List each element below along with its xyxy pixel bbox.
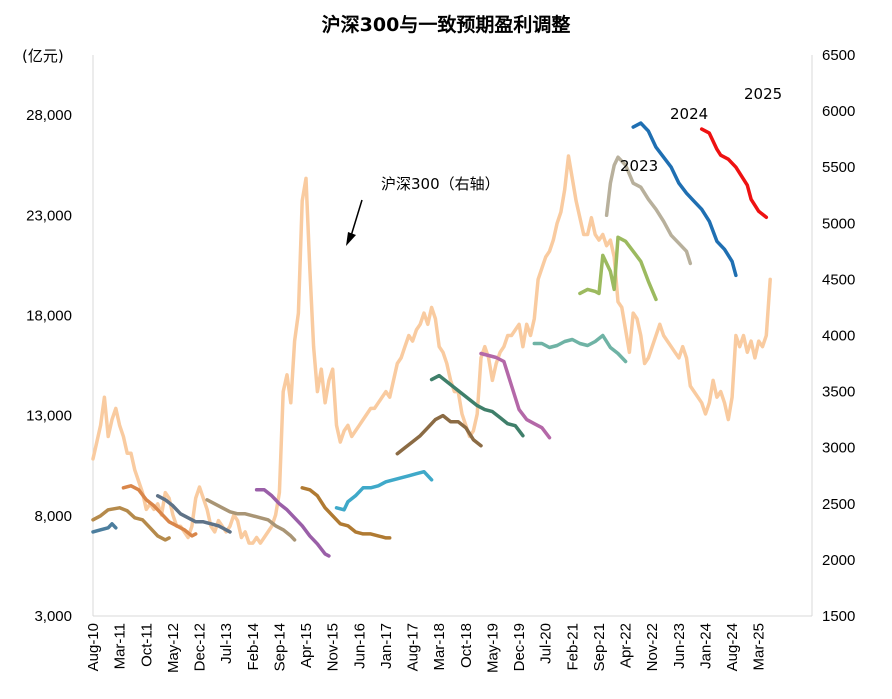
right-tick-label: 2000 (822, 552, 855, 569)
left-tick-label: 18,000 (26, 307, 72, 324)
annotation-arrowhead (346, 232, 356, 246)
plot-area (91, 121, 772, 558)
series-line-2016 (300, 486, 392, 540)
series-line-2023 (604, 155, 693, 266)
series-line-2015 (254, 488, 331, 558)
series-line-2024 (631, 121, 738, 278)
x-tick-label: Mar-11 (112, 623, 129, 669)
x-tick-label: Jul-20 (538, 623, 555, 664)
x-tick-label: Oct-11 (138, 623, 155, 667)
series-line-2017 (334, 469, 434, 512)
x-tick-label: Jul-13 (218, 623, 235, 664)
right-tick-label: 6500 (822, 47, 855, 64)
x-tick-label: Aug-24 (724, 623, 741, 671)
label-2023: 2023 (620, 157, 658, 175)
x-tick-label: May-12 (165, 623, 182, 673)
x-tick-label: Jun-16 (351, 623, 368, 669)
index-series-line (91, 154, 772, 545)
x-axis-ticks: Aug-10 Mar-11 Oct-11 May-12 Dec-12 Jul-13 Feb-… (85, 623, 768, 673)
right-tick-label: 3000 (822, 440, 855, 457)
series-line-2014 (205, 498, 297, 542)
right-tick-label: 3500 (822, 384, 855, 401)
x-tick-label: May-19 (484, 623, 501, 673)
right-tick-label: 5500 (822, 159, 855, 176)
x-tick-label: Jan-17 (378, 623, 395, 669)
x-tick-label: Jun-23 (671, 623, 688, 669)
series-line-2022 (578, 235, 658, 302)
left-tick-label: 3,000 (34, 608, 72, 625)
left-tick-label: 8,000 (34, 508, 72, 525)
x-tick-label: Feb-21 (564, 623, 581, 671)
chart-title: 沪深300与一致预期盈利调整 (322, 13, 571, 36)
left-axis-unit: (亿元) (22, 47, 64, 65)
x-tick-label: Aug-10 (85, 623, 102, 671)
label-2025: 2025 (744, 85, 782, 103)
series-line-2012 (121, 484, 198, 538)
series-line-2025 (699, 127, 769, 220)
right-tick-label: 2500 (822, 496, 855, 513)
right-tick-label: 1500 (822, 608, 855, 625)
x-tick-label: Mar-25 (751, 623, 768, 671)
left-tick-label: 13,000 (26, 408, 72, 425)
series-line-2013 (155, 494, 232, 534)
series-line-2021 (532, 333, 628, 364)
x-tick-label: Dec-12 (192, 623, 209, 671)
x-tick-label: Apr-22 (618, 623, 635, 668)
annotation-arrow (350, 199, 363, 237)
x-tick-label: Oct-18 (458, 623, 475, 668)
x-tick-label: Mar-18 (431, 623, 448, 671)
x-tick-label: Sep-14 (271, 623, 288, 671)
right-axis-ticks: 1500 2000 2500 3000 3500 4000 4500 5000 5500 6000… (822, 47, 855, 625)
x-tick-label: Apr-15 (298, 623, 315, 668)
x-tick-label: Jan-24 (697, 623, 714, 669)
series-line-2020 (479, 351, 552, 440)
x-tick-label: Sep-21 (591, 623, 608, 671)
left-tick-label: 28,000 (26, 107, 72, 124)
right-tick-label: 4000 (822, 328, 855, 345)
left-tick-label: 23,000 (26, 207, 72, 224)
series-line-2019 (429, 373, 525, 438)
right-tick-label: 5000 (822, 215, 855, 232)
x-tick-label: Feb-14 (245, 623, 262, 671)
label-2024: 2024 (670, 105, 708, 123)
series-line-2011 (91, 506, 171, 542)
index-annotation: 沪深300（右轴） (381, 175, 500, 193)
right-tick-label: 4500 (822, 271, 855, 288)
series-line-2010 (91, 522, 118, 534)
x-tick-label: Nov-15 (325, 623, 342, 671)
right-tick-label: 6000 (822, 103, 855, 120)
x-tick-label: Aug-17 (405, 623, 422, 671)
left-axis-ticks: 3,000 8,000 13,000 18,000 23,000 28,000 (26, 107, 72, 625)
x-tick-label: Nov-22 (644, 623, 661, 671)
x-tick-label: Dec-19 (511, 623, 528, 671)
series-line-2018 (395, 413, 483, 456)
